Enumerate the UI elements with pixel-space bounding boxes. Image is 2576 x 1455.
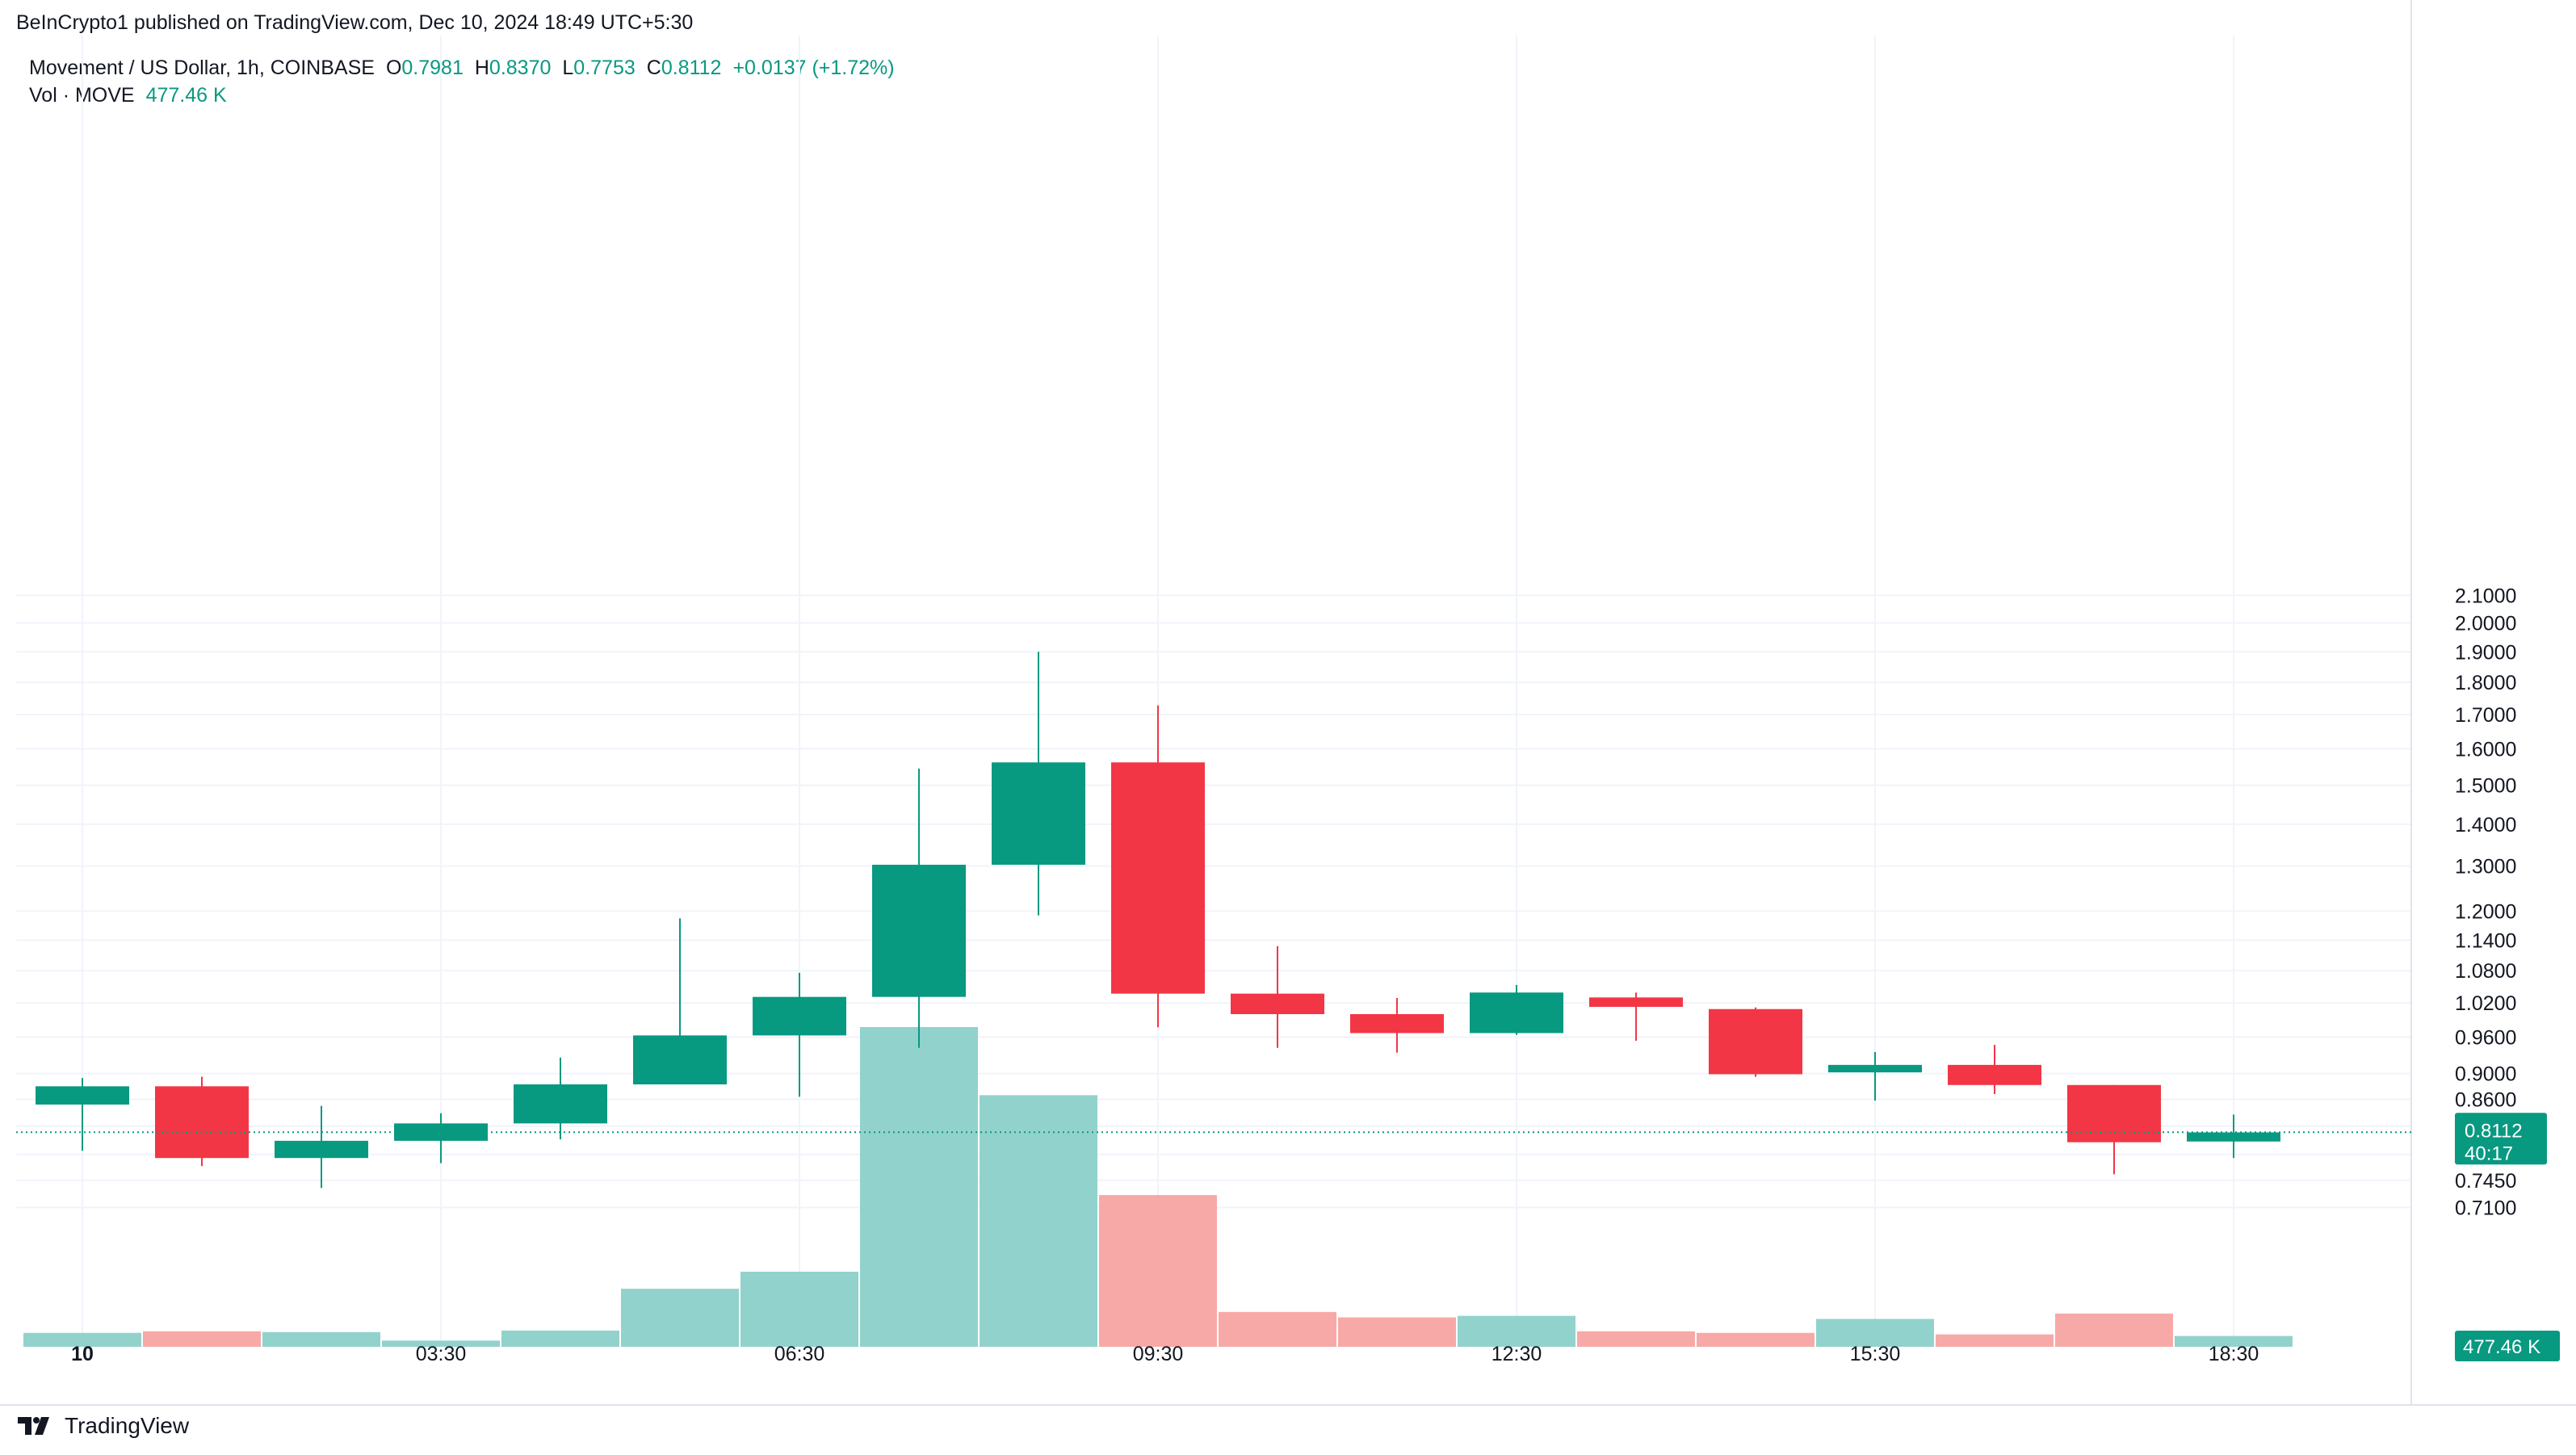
price-tick-label: 2.0000 — [2455, 612, 2516, 635]
publisher-line: BeInCrypto1 published on TradingView.com… — [16, 11, 694, 34]
time-tick-label: 10 — [71, 1343, 94, 1365]
volume-bar — [740, 1271, 858, 1347]
candle-body — [1948, 1064, 2041, 1085]
high-value: 0.8370 — [489, 57, 552, 79]
close-label: C — [646, 57, 661, 79]
volume-bar — [1099, 1195, 1217, 1347]
volume-bar — [143, 1331, 261, 1347]
time-tick-label: 06:30 — [774, 1343, 825, 1365]
candle-body — [1350, 1014, 1444, 1034]
volume-bar — [1577, 1331, 1695, 1347]
price-tick-label: 1.9000 — [2455, 641, 2516, 664]
candle-body — [1231, 993, 1324, 1014]
grid — [0, 0, 2576, 1406]
volume-bar — [2175, 1335, 2293, 1347]
candle-countdown: 40:17 — [2465, 1143, 2513, 1164]
volume-value: 477.46 K — [145, 84, 227, 107]
price-tick-label: 1.7000 — [2455, 704, 2516, 727]
volume-bar — [980, 1095, 1097, 1347]
low-label: L — [562, 57, 574, 79]
candle-body — [1470, 992, 1563, 1034]
time-tick-label: 15:30 — [1850, 1343, 1901, 1365]
open-value: 0.7981 — [401, 57, 464, 79]
price-badges: 0.8112 40:17 477.46 K — [2455, 1113, 2560, 1361]
price-tick-label: 0.8600 — [2455, 1088, 2516, 1111]
candle-body — [36, 1086, 129, 1105]
volume-bar — [382, 1340, 500, 1347]
volume-bar — [1936, 1334, 2054, 1347]
candle-body — [992, 762, 1085, 865]
price-tick-label: 2.1000 — [2455, 585, 2516, 607]
price-tick-label: 0.7100 — [2455, 1197, 2516, 1219]
volume-bar — [1219, 1311, 1336, 1347]
volume-bar — [1338, 1317, 1456, 1347]
price-tick-label: 1.0800 — [2455, 960, 2516, 983]
volume-bar — [1458, 1315, 1575, 1347]
price-tick-label: 1.4000 — [2455, 814, 2516, 837]
candle-body — [514, 1084, 607, 1124]
change-value: +0.0137 (+1.72%) — [732, 57, 895, 79]
price-tick-label: 0.9600 — [2455, 1027, 2516, 1050]
volume-bar — [23, 1332, 141, 1347]
candle-body — [2187, 1132, 2280, 1142]
symbol-legend: Movement / US Dollar, 1h, COINBASE O0.798… — [29, 57, 895, 80]
candle-body — [753, 996, 846, 1036]
volume-bar — [860, 1027, 978, 1347]
tradingview-logo-text: TradingView — [65, 1413, 190, 1438]
last-price-badge — [2455, 1113, 2547, 1165]
tradingview-logo-icon — [18, 1417, 49, 1435]
last-price-badge-price: 0.8112 — [2465, 1120, 2523, 1142]
candle-body — [155, 1086, 249, 1159]
time-tick-label: 09:30 — [1133, 1343, 1184, 1365]
candle-body — [633, 1035, 727, 1084]
time-tick-label: 18:30 — [2209, 1343, 2259, 1365]
volume-bar — [2055, 1313, 2173, 1347]
price-tick-label: 1.1400 — [2455, 929, 2516, 952]
volume-bar — [262, 1331, 380, 1347]
tradingview-logo[interactable]: TradingView — [16, 1413, 189, 1439]
price-tick-label: 1.3000 — [2455, 856, 2516, 878]
candle-body — [1828, 1064, 1922, 1073]
symbol-name[interactable]: Movement / US Dollar, 1h, COINBASE — [29, 57, 375, 79]
volume-badge-value: 477.46 K — [2463, 1336, 2540, 1358]
candle-body — [872, 864, 966, 997]
volume-bar — [501, 1330, 619, 1347]
price-tick-label: 0.9000 — [2455, 1063, 2516, 1086]
candle-body — [2067, 1084, 2161, 1143]
price-tick-label: 0.7450 — [2455, 1170, 2516, 1193]
price-tick-label: 1.2000 — [2455, 901, 2516, 924]
price-tick-label: 1.6000 — [2455, 738, 2516, 761]
volume-bar — [621, 1289, 739, 1347]
price-tick-label: 1.0200 — [2455, 992, 2516, 1015]
volume-bar — [1816, 1319, 1934, 1347]
high-label: H — [474, 57, 489, 79]
close-value: 0.8112 — [661, 57, 722, 79]
time-axis[interactable]: 10 03:30 06:30 09:30 12:30 15:30 18:30 — [71, 1343, 2259, 1365]
time-tick-label: 12:30 — [1491, 1343, 1542, 1365]
volume-badge — [2455, 1331, 2560, 1361]
time-tick-label: 03:30 — [416, 1343, 467, 1365]
price-tick-label: 1.5000 — [2455, 775, 2516, 798]
volume-bars — [23, 1027, 2293, 1347]
candle-body — [1589, 997, 1683, 1007]
candle-body — [1111, 762, 1205, 994]
candles — [36, 652, 2280, 1189]
volume-bar — [1697, 1332, 1815, 1347]
low-value: 0.7753 — [573, 57, 636, 79]
open-label: O — [385, 57, 402, 79]
price-tick-label: 1.8000 — [2455, 672, 2516, 694]
candle-body — [1709, 1008, 1802, 1075]
candle-body — [275, 1140, 368, 1159]
candle-body — [394, 1123, 488, 1141]
